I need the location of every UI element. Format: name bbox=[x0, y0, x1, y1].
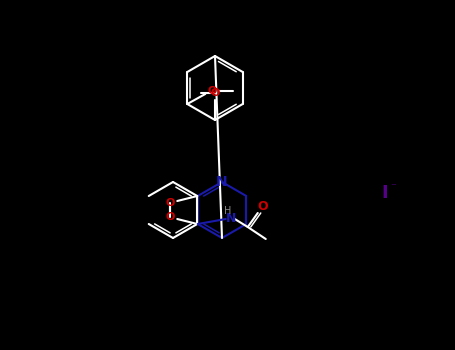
Text: O: O bbox=[166, 212, 175, 222]
Text: O: O bbox=[166, 198, 175, 208]
Text: I: I bbox=[382, 184, 388, 202]
Text: ⁻: ⁻ bbox=[390, 182, 396, 192]
Text: O: O bbox=[258, 201, 268, 214]
Text: N: N bbox=[226, 212, 236, 225]
Text: O: O bbox=[210, 88, 220, 98]
Text: N: N bbox=[216, 175, 228, 189]
Text: H: H bbox=[224, 206, 232, 216]
Text: O: O bbox=[207, 86, 217, 96]
